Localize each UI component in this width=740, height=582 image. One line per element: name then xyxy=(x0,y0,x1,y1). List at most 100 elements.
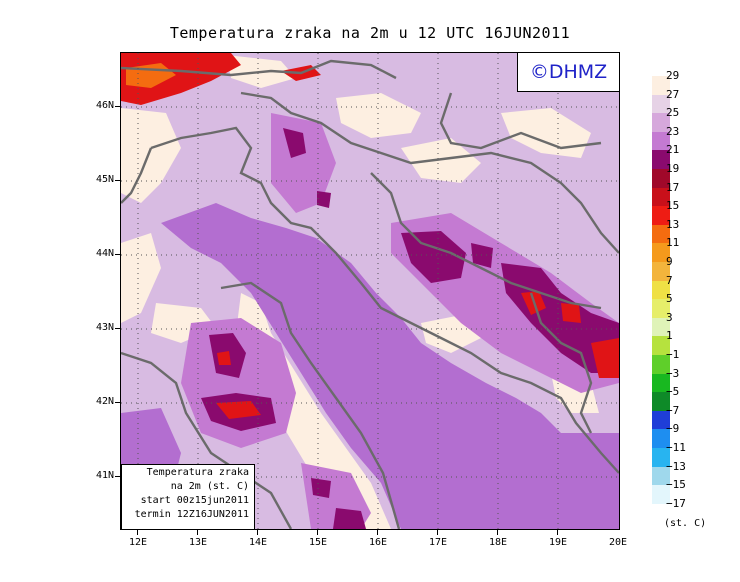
lon-tick xyxy=(377,530,378,535)
colorbar-swatch xyxy=(652,224,670,244)
colorbar-label: 13 xyxy=(666,217,680,231)
hot-patch xyxy=(333,508,366,529)
lon-label: 17E xyxy=(428,537,448,548)
colorbar-label: −5 xyxy=(666,385,680,399)
colorbar-swatch xyxy=(652,299,670,318)
lat-label: 46N xyxy=(95,100,114,111)
colorbar-swatch xyxy=(652,317,670,337)
hot-patch xyxy=(311,478,331,498)
colorbar-label: 1 xyxy=(666,329,673,343)
colorbar-swatch xyxy=(652,187,670,207)
border xyxy=(439,92,602,150)
colorbar-label: −3 xyxy=(666,366,680,380)
cream-patch xyxy=(401,138,481,183)
colorbar-swatch xyxy=(652,206,670,225)
cream-patch xyxy=(336,93,421,138)
colorbar-label: 21 xyxy=(666,143,680,157)
colorbar-swatch xyxy=(652,448,670,467)
colorbar-label: 27 xyxy=(666,87,680,101)
colorbar-swatch xyxy=(652,150,670,169)
hot-patch xyxy=(317,191,331,208)
colorbar-swatch xyxy=(652,410,670,430)
sea-south xyxy=(541,433,619,529)
colorbar xyxy=(652,76,670,504)
red-spot xyxy=(216,401,261,419)
lon-tick xyxy=(437,530,438,535)
lat-tick xyxy=(115,402,120,403)
lon-tick xyxy=(197,530,198,535)
cream-patch xyxy=(121,108,181,203)
colorbar-label: 19 xyxy=(666,162,680,175)
colorbar-label: 11 xyxy=(666,236,680,250)
info-line: termin 12Z16JUN2011 xyxy=(134,509,249,520)
colorbar-swatch xyxy=(652,355,670,374)
info-line: na 2m (st. C) xyxy=(170,481,249,492)
colorbar-swatch xyxy=(652,466,670,486)
border xyxy=(529,292,593,434)
lat-label: 42N xyxy=(95,396,114,407)
colorbar-label: 9 xyxy=(666,255,673,268)
colorbar-label: −17 xyxy=(666,496,686,510)
coastline xyxy=(220,281,401,529)
lon-label: 20E xyxy=(608,537,628,548)
temperature-field xyxy=(121,53,619,529)
colorbar-swatch xyxy=(652,336,670,355)
info-line: start 00z15jun2011 xyxy=(140,495,249,506)
lat-label: 43N xyxy=(95,322,114,333)
adriatic-sea xyxy=(121,53,571,529)
red-spot xyxy=(217,351,231,365)
colorbar-swatch xyxy=(652,262,670,281)
colorbar-swatch xyxy=(652,131,670,151)
colorbar-swatch xyxy=(652,113,670,132)
colorbar-label: −1 xyxy=(666,348,680,361)
lat-label: 41N xyxy=(95,470,114,481)
red-spot xyxy=(591,338,619,378)
colorbar-swatch xyxy=(652,485,670,504)
coastline xyxy=(150,126,619,474)
lat-label: 44N xyxy=(95,248,114,259)
lat-tick xyxy=(115,106,120,107)
colorbar-swatch xyxy=(652,169,670,188)
colorbar-swatch xyxy=(652,94,670,114)
colorbar-swatch xyxy=(652,243,670,262)
coastlines xyxy=(121,59,619,529)
hot-patch xyxy=(283,128,306,158)
lon-tick xyxy=(497,530,498,535)
info-box: Temperatura zraka na 2m (st. C) start 00… xyxy=(121,464,255,530)
hot-patch xyxy=(471,243,493,268)
border xyxy=(370,172,602,310)
colorbar-label: −13 xyxy=(666,459,686,473)
lon-label: 16E xyxy=(368,537,388,548)
colorbar-label: −15 xyxy=(666,478,686,492)
lat-tick xyxy=(115,180,120,181)
colorbar-label: 3 xyxy=(666,310,673,324)
lon-tick xyxy=(137,530,138,535)
lat-tick xyxy=(115,254,120,255)
colorbar-swatch xyxy=(652,76,670,95)
colorbar-label: 25 xyxy=(666,106,680,120)
lon-label: 12E xyxy=(128,537,148,548)
lat-label: 45N xyxy=(95,174,114,185)
hot-patch xyxy=(401,231,466,283)
dhmz-logo: ©DHMZ xyxy=(517,52,620,92)
colorbar-label: 5 xyxy=(666,292,673,306)
lat-tick xyxy=(115,328,120,329)
red-spot xyxy=(561,303,581,323)
colorbar-label: −11 xyxy=(666,441,686,454)
lon-label: 14E xyxy=(248,537,268,548)
lon-label: 18E xyxy=(488,537,508,548)
lon-label: 15E xyxy=(308,537,328,548)
colorbar-swatch xyxy=(652,373,670,393)
colorbar-label: 7 xyxy=(666,273,673,287)
lon-tick xyxy=(317,530,318,535)
colorbar-unit: (st. C) xyxy=(664,518,707,529)
colorbar-label: 29 xyxy=(666,69,680,82)
lon-label: 13E xyxy=(188,537,208,548)
colorbar-swatch xyxy=(652,392,670,411)
info-line: Temperatura zraka xyxy=(146,467,249,478)
border xyxy=(240,91,619,254)
colorbar-label: 23 xyxy=(666,124,680,138)
temperature-map xyxy=(120,52,620,530)
colorbar-label: −9 xyxy=(666,422,680,436)
cream-patch xyxy=(501,108,591,158)
